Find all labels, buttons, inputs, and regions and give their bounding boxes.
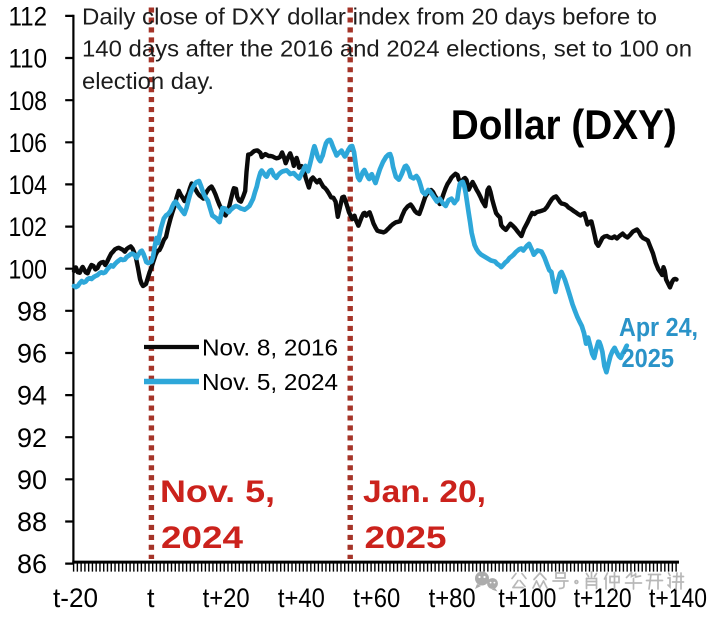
svg-text:t: t — [147, 583, 155, 613]
svg-text:Jan. 20,: Jan. 20, — [363, 473, 486, 509]
svg-text:102: 102 — [9, 212, 48, 242]
svg-text:140 days after the 2016 and 20: 140 days after the 2016 and 2024 electio… — [82, 36, 692, 62]
svg-text:2025: 2025 — [622, 345, 675, 373]
svg-text:104: 104 — [9, 170, 48, 200]
svg-text:Apr 24,: Apr 24, — [619, 314, 698, 342]
svg-text:Nov. 8, 2016: Nov. 8, 2016 — [202, 335, 338, 361]
svg-text:96: 96 — [17, 339, 47, 369]
svg-text:Daily close of DXY dollar inde: Daily close of DXY dollar index from 20 … — [82, 4, 657, 30]
svg-text:2024: 2024 — [161, 519, 244, 555]
svg-text:t-20: t-20 — [53, 583, 98, 613]
svg-text:98: 98 — [17, 296, 47, 326]
svg-text:t+80: t+80 — [429, 583, 476, 613]
svg-text:100: 100 — [9, 254, 48, 284]
svg-text:Dollar (DXY): Dollar (DXY) — [451, 101, 677, 148]
svg-text:t+60: t+60 — [353, 583, 400, 613]
svg-text:92: 92 — [17, 423, 47, 453]
svg-text:88: 88 — [17, 507, 47, 537]
svg-text:t+120: t+120 — [574, 583, 632, 613]
svg-text:106: 106 — [9, 128, 48, 158]
svg-text:t+20: t+20 — [203, 583, 250, 613]
svg-text:94: 94 — [17, 381, 47, 411]
svg-text:110: 110 — [9, 44, 48, 74]
svg-text:108: 108 — [9, 86, 48, 116]
svg-text:112: 112 — [9, 2, 48, 32]
svg-text:t+40: t+40 — [278, 583, 325, 613]
svg-text:2025: 2025 — [365, 519, 447, 555]
svg-text:90: 90 — [17, 465, 47, 495]
svg-text:86: 86 — [17, 549, 47, 579]
svg-text:Nov. 5,: Nov. 5, — [160, 473, 275, 509]
svg-text:election day.: election day. — [82, 68, 214, 94]
svg-text:Nov. 5, 2024: Nov. 5, 2024 — [202, 369, 338, 395]
